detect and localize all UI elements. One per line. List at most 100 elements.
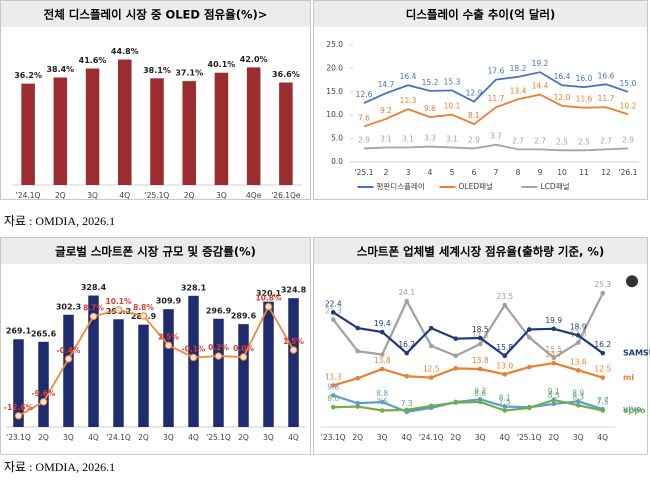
point-marker: [289, 346, 298, 354]
chart-title: 스마트폰 업체별 세계시장 점유율(출하량 기준, %): [357, 245, 604, 259]
data-label: 22.4: [325, 299, 342, 308]
x-tick-label: 2Q: [352, 433, 363, 442]
data-label: 42.0%: [240, 55, 268, 64]
data-label: 7.3: [401, 399, 413, 408]
series-line: [332, 311, 604, 358]
data-label: 8.8: [376, 389, 388, 398]
x-tick-label: 9: [538, 168, 543, 177]
data-label: 2.5%: [158, 332, 179, 341]
point-marker: [164, 341, 173, 350]
data-label: 15.0: [620, 79, 637, 88]
point-marker: [575, 340, 581, 345]
data-label: 14.7: [378, 80, 395, 89]
bar: [13, 339, 24, 427]
x-tick-label: '25.1: [355, 168, 374, 177]
data-label: 7.7: [597, 396, 609, 405]
data-label: 2.7: [534, 136, 546, 145]
data-label: 2.5: [556, 137, 568, 146]
bar: [88, 295, 99, 427]
y-tick-label: 0.0: [331, 157, 343, 166]
data-label: 2.7: [512, 136, 524, 145]
data-label: 12.5: [423, 365, 440, 374]
data-label: 7.5: [376, 398, 388, 407]
x-tick-label: 5: [450, 168, 455, 177]
data-label: 18.5: [472, 325, 489, 334]
data-label: 16.2: [594, 340, 611, 349]
x-tick-label: 2Q: [138, 433, 149, 442]
data-label: 13.6: [570, 357, 587, 366]
x-tick-label: 4: [428, 168, 433, 177]
point-marker: [551, 360, 557, 366]
data-label: 16.0: [576, 74, 593, 83]
data-label: 7.6: [358, 113, 370, 122]
x-tick-label: '25.1Q: [517, 433, 542, 442]
point-marker: [477, 366, 483, 372]
point-marker: [330, 404, 336, 410]
y-tick-label: 10.0: [326, 110, 343, 119]
point-marker: [379, 399, 385, 405]
point-marker: [453, 366, 459, 371]
data-label: 8.3: [572, 392, 584, 401]
chart-panel: 디스플레이 수출 추이(억 달러) '25.1 2 3 4 5 6 7 8 9 10 11 12 '26.…: [313, 0, 648, 200]
chart-title: 글로벌 스마트폰 시장 규모 및 증감률(%): [55, 245, 256, 259]
legend-label: mi: [623, 373, 634, 382]
x-tick-label: '23.1Q: [6, 433, 31, 442]
bar: [288, 298, 299, 427]
bar: [214, 72, 229, 185]
data-label: 17.6: [472, 331, 489, 340]
point-marker: [575, 402, 581, 408]
data-label: 3.7: [490, 132, 502, 141]
point-marker: [600, 408, 606, 413]
bar: [53, 77, 68, 185]
data-label: -0.1%: [182, 344, 206, 353]
x-tick-label: '24.1Q: [419, 433, 444, 442]
bar: [113, 319, 124, 427]
data-label: 11.7: [488, 94, 505, 103]
bar: [163, 309, 174, 427]
bar: [263, 301, 274, 427]
title-bar: [1, 1, 310, 27]
legend-label: oppo: [623, 406, 646, 415]
data-label: 24.1: [398, 288, 415, 297]
x-tick-label: 4Q: [288, 433, 299, 442]
brand-icon: [626, 275, 638, 288]
source-note: 자료 : OMDIA, 2026.1: [4, 460, 115, 474]
point-marker: [575, 333, 581, 338]
point-marker: [404, 350, 410, 356]
chart-panel: 글로벌 스마트폰 시장 규모 및 증감률(%) '23.1Q 2Q 3Q 4Q '24.1…: [0, 237, 311, 455]
point-marker: [453, 353, 459, 359]
title-bar: [314, 238, 647, 264]
data-label: 8.5: [548, 391, 560, 400]
bar: [38, 341, 49, 427]
point-marker: [355, 375, 361, 381]
series-line: [363, 93, 629, 128]
data-label: 16.4: [400, 72, 417, 81]
bar: [85, 68, 100, 185]
data-label: 14.4: [532, 82, 549, 91]
point-marker: [526, 405, 532, 411]
point-marker: [526, 364, 532, 370]
x-tick-label: 2Q: [38, 433, 49, 442]
data-label: 15.2: [422, 78, 439, 87]
x-tick-label: 2Q: [55, 191, 66, 200]
data-label: 0.2%: [208, 343, 229, 352]
series-line: [363, 71, 629, 104]
bar: [246, 67, 261, 185]
point-marker: [453, 336, 459, 341]
point-marker: [64, 355, 73, 363]
point-marker: [502, 353, 508, 359]
data-label: 8.7%: [83, 303, 104, 312]
data-label: 13.0: [496, 361, 513, 370]
panel-border: [313, 0, 648, 200]
point-marker: [551, 355, 557, 361]
bar: [150, 78, 164, 185]
data-label: 309.9: [156, 297, 182, 306]
legend-label: LCD패널: [541, 181, 570, 191]
data-label: 13.8: [374, 356, 391, 365]
data-label: -12.6%: [4, 403, 34, 412]
x-tick-label: '24.1Q: [106, 433, 131, 442]
data-label: 38.1%: [143, 66, 171, 75]
point-marker: [428, 325, 434, 331]
data-label: 8.8: [474, 389, 486, 398]
